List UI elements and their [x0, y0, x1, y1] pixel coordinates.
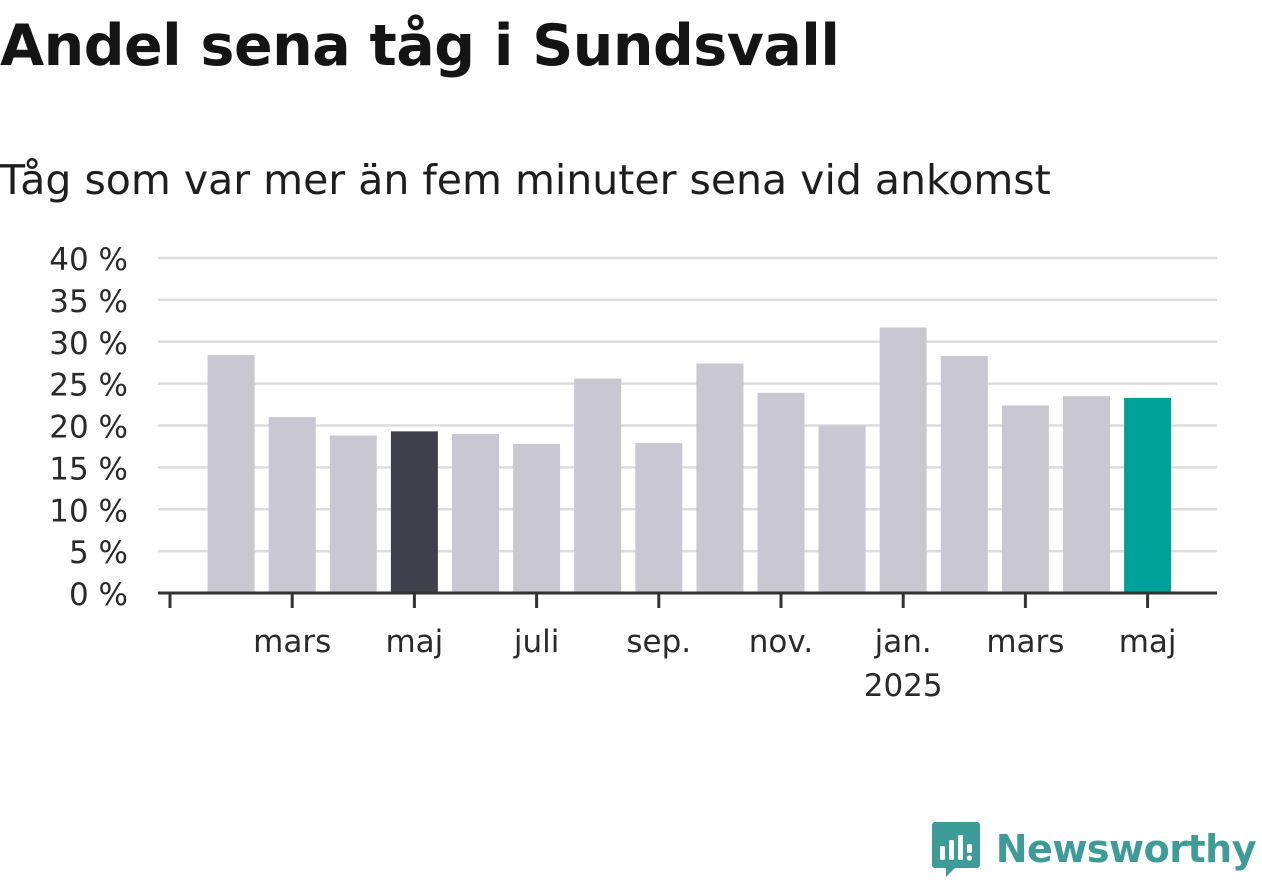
x-tick-label: maj	[385, 624, 443, 660]
y-tick-label: 0 %	[69, 577, 128, 613]
chart-subtitle: Tåg som var mer än fem minuter sena vid …	[0, 156, 1051, 204]
bar-2025-01	[879, 327, 927, 593]
bar-2024-06	[452, 433, 499, 593]
x-axis	[158, 591, 1217, 608]
y-axis-labels: 40 % 35 % 30 % 25 % 20 % 15 % 10 % 5 % 0 %	[49, 242, 128, 613]
bars	[207, 327, 1172, 593]
bar-chart: 40 %35 %30 %25 %20 %15 %10 %5 %0 % mars m…	[49, 242, 1217, 704]
x-tick-label: sep.	[626, 624, 691, 660]
x-axis-labels: mars maj juli sep. nov. jan. 2025 mars maj	[253, 624, 1176, 704]
bar-2024-04	[329, 435, 377, 593]
x-tick-label: nov.	[749, 624, 813, 660]
y-tick-label: 25 %	[49, 368, 128, 404]
bar-2024-09	[635, 443, 683, 593]
x-tick-year-label: 2025	[864, 668, 943, 704]
bar-2024-12	[818, 425, 866, 593]
x-tick-label: juli	[513, 624, 560, 660]
bar-2025-05	[1124, 397, 1172, 593]
x-tick-label: mars	[253, 624, 331, 660]
gridlines	[158, 256, 1217, 553]
newsworthy-logo-text: Newsworthy	[995, 827, 1257, 871]
bar-2024-10	[696, 363, 744, 593]
y-tick-label: 5 %	[69, 535, 128, 571]
bar-2024-02	[207, 355, 255, 593]
x-tick-label: mars	[986, 624, 1064, 660]
y-tick-label: 20 %	[49, 410, 128, 446]
bar-2024-11	[757, 392, 805, 593]
bar-2024-08	[574, 378, 622, 593]
newsworthy-logo-icon	[931, 822, 980, 877]
chart-title: Andel sena tåg i Sundsvall	[0, 13, 840, 79]
newsworthy-logo[interactable]: Newsworthy	[931, 818, 1257, 880]
bar-2024-03	[268, 417, 316, 593]
bar-2024-07	[513, 443, 561, 593]
bar-2025-04	[1063, 396, 1110, 593]
y-tick-label: 35 %	[49, 284, 128, 320]
x-tick-label: maj	[1119, 624, 1177, 660]
bar-2025-02	[940, 355, 988, 593]
y-tick-label: 30 %	[49, 326, 128, 362]
bar-2025-03	[1001, 405, 1049, 593]
y-tick-label: 40 %	[49, 242, 128, 278]
bar-2024-05	[390, 431, 438, 593]
x-tick-label: jan.	[874, 624, 932, 660]
y-tick-label: 10 %	[49, 493, 128, 529]
y-tick-label: 15 %	[49, 451, 128, 487]
